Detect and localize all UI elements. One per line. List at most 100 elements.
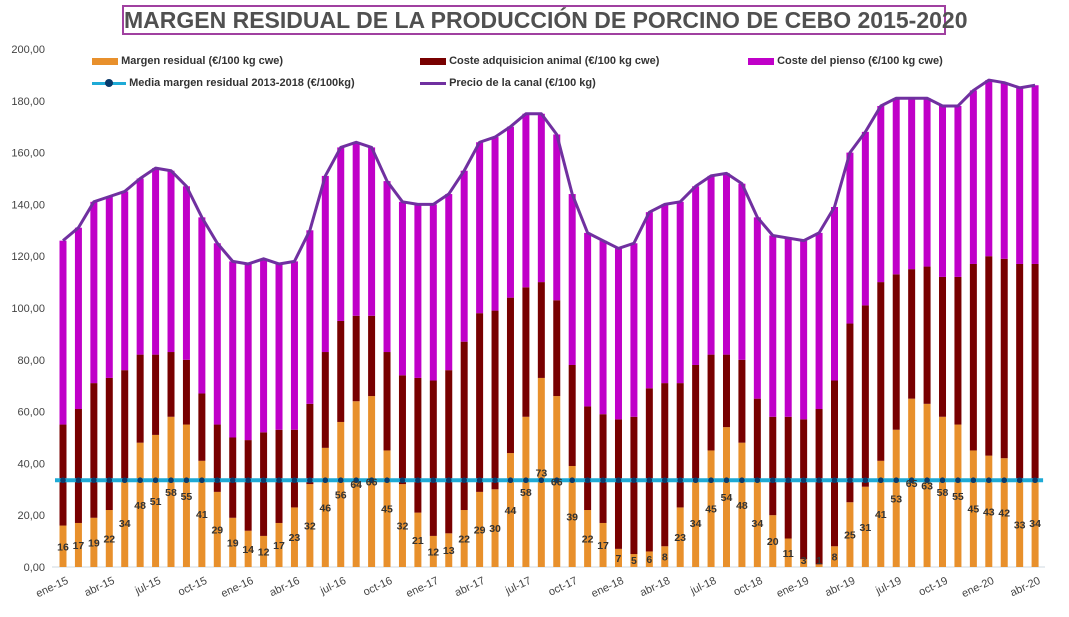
bar-animal bbox=[1031, 263, 1039, 479]
bar-margen bbox=[722, 427, 730, 567]
data-label-margen: 43 bbox=[983, 506, 995, 518]
mean-marker bbox=[677, 477, 683, 484]
mean-marker bbox=[137, 477, 143, 484]
bar-animal bbox=[753, 398, 761, 479]
mean-marker bbox=[276, 477, 282, 484]
bar-animal bbox=[861, 305, 869, 487]
data-label-margen: 17 bbox=[597, 540, 609, 552]
bar-animal bbox=[491, 310, 499, 490]
y-tick-label: 60,00 bbox=[17, 407, 45, 419]
bar-margen bbox=[831, 546, 838, 567]
data-label-margen: 25 bbox=[844, 530, 856, 542]
bar-animal bbox=[522, 287, 530, 417]
mean-marker bbox=[245, 477, 251, 484]
bar-pienso bbox=[753, 217, 761, 399]
bar-margen bbox=[229, 517, 237, 567]
data-label-margen: 5 bbox=[631, 555, 637, 567]
data-label-margen: 29 bbox=[474, 524, 486, 536]
bar-margen bbox=[846, 502, 854, 567]
bar-animal bbox=[661, 383, 669, 547]
bar-margen bbox=[861, 486, 869, 567]
x-tick-label: jul-17 bbox=[503, 575, 533, 598]
mean-marker bbox=[445, 477, 452, 484]
bar-animal bbox=[676, 383, 684, 508]
data-label-margen: 32 bbox=[304, 521, 316, 533]
bar-pienso bbox=[892, 98, 900, 275]
bar-margen bbox=[738, 442, 746, 567]
bar-animal bbox=[630, 416, 638, 555]
bar-pienso bbox=[800, 240, 808, 420]
bar-pienso bbox=[908, 98, 916, 270]
bar-animal bbox=[599, 414, 607, 523]
mean-marker bbox=[152, 477, 159, 484]
data-label-margen: 48 bbox=[736, 500, 748, 512]
bar-pienso bbox=[568, 194, 576, 365]
data-label-margen: 64 bbox=[350, 479, 362, 491]
bar-animal bbox=[800, 419, 808, 560]
bar-pienso bbox=[769, 235, 777, 417]
legend-swatch-animal bbox=[420, 57, 446, 65]
bar-margen bbox=[522, 416, 530, 567]
x-tick-label: ene-19 bbox=[775, 575, 811, 600]
bar-animal bbox=[105, 377, 113, 511]
data-label-margen: 23 bbox=[674, 532, 686, 544]
x-tick-label: ene-16 bbox=[219, 575, 255, 600]
bar-pienso bbox=[491, 137, 499, 311]
data-label-margen: 54 bbox=[721, 492, 733, 504]
data-label-margen: 44 bbox=[505, 505, 517, 517]
mean-marker bbox=[1001, 477, 1008, 484]
bar-pienso bbox=[692, 186, 700, 365]
x-tick-label: ene-15 bbox=[34, 575, 70, 600]
price-line bbox=[62, 78, 1036, 266]
mean-marker bbox=[461, 477, 467, 484]
bar-pienso bbox=[923, 98, 931, 267]
bar-animal bbox=[923, 266, 931, 404]
bar-pienso bbox=[707, 175, 715, 355]
bar-margen bbox=[260, 535, 268, 567]
data-label-margen: 31 bbox=[860, 522, 872, 534]
bar-animal bbox=[213, 424, 221, 492]
data-label-margen: 45 bbox=[381, 504, 393, 516]
y-tick-label: 180,00 bbox=[11, 96, 45, 108]
mean-marker bbox=[908, 477, 915, 484]
bar-animal bbox=[1000, 258, 1008, 459]
bar-pienso bbox=[676, 201, 684, 384]
data-label-margen: 21 bbox=[412, 535, 424, 547]
bar-pienso bbox=[398, 201, 406, 376]
bar-margen bbox=[645, 551, 653, 567]
data-label-margen: 56 bbox=[335, 489, 347, 501]
bar-pienso bbox=[198, 217, 206, 394]
bar-pienso bbox=[537, 113, 545, 283]
bar-margen bbox=[59, 525, 67, 567]
bar-margen bbox=[445, 533, 453, 567]
mean-marker bbox=[723, 477, 730, 484]
mean-marker bbox=[492, 477, 498, 484]
data-label-margen: 73 bbox=[535, 467, 547, 479]
bar-pienso bbox=[352, 142, 360, 316]
bar-margen bbox=[939, 416, 947, 567]
data-label-margen: 16 bbox=[57, 541, 69, 553]
mean-marker bbox=[507, 477, 514, 484]
data-label-margen: 48 bbox=[134, 500, 146, 512]
x-tick-label: abr-18 bbox=[638, 575, 672, 599]
data-label-margen: 8 bbox=[662, 552, 668, 564]
bar-margen bbox=[1000, 458, 1008, 567]
legend-label-animal: Coste adquisicion animal (€/100 kg cwe) bbox=[449, 55, 660, 67]
bar-animal bbox=[306, 403, 314, 485]
data-label-margen: 66 bbox=[366, 477, 378, 489]
bar-margen bbox=[784, 538, 792, 567]
data-label-margen: 41 bbox=[196, 509, 208, 521]
x-tick-label: abr-20 bbox=[1008, 575, 1042, 599]
data-label-margen: 22 bbox=[582, 534, 594, 546]
bar-animal bbox=[429, 380, 437, 536]
bar-animal bbox=[198, 393, 206, 461]
bar-pienso bbox=[152, 168, 160, 355]
data-label-margen: 33 bbox=[1014, 519, 1026, 531]
bar-pienso bbox=[738, 183, 746, 360]
bar-pienso bbox=[1000, 82, 1008, 259]
bar-pienso bbox=[445, 194, 453, 371]
data-label-margen: 58 bbox=[165, 487, 177, 499]
mean-marker bbox=[955, 477, 961, 484]
data-label-margen: 7 bbox=[616, 553, 622, 565]
